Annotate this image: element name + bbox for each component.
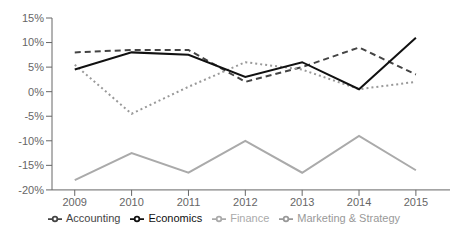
html-text:Marketing & Strategy: Marketing & Strategy: [297, 211, 400, 224]
svg-text:-20%: -20%: [18, 184, 44, 196]
svg-text:2012: 2012: [233, 196, 257, 208]
svg-text:10%: 10%: [22, 36, 44, 48]
svg-text:15%: 15%: [22, 12, 44, 24]
html-text:Economics: Economics: [148, 211, 203, 224]
svg-text:2010: 2010: [119, 196, 143, 208]
html-text:Finance: Finance: [230, 211, 270, 224]
svg-text:2014: 2014: [347, 196, 371, 208]
svg-text:-10%: -10%: [18, 135, 44, 147]
svg-text:2013: 2013: [290, 196, 314, 208]
svg-text:-15%: -15%: [18, 159, 44, 171]
svg-text:5%: 5%: [28, 61, 44, 73]
html-text:Accounting: Accounting: [66, 211, 121, 224]
svg-text:0%: 0%: [28, 86, 44, 98]
svg-text:2015: 2015: [404, 196, 428, 208]
svg-text:-5%: -5%: [24, 110, 44, 122]
svg-text:2011: 2011: [177, 196, 201, 208]
svg-text:2009: 2009: [63, 196, 87, 208]
